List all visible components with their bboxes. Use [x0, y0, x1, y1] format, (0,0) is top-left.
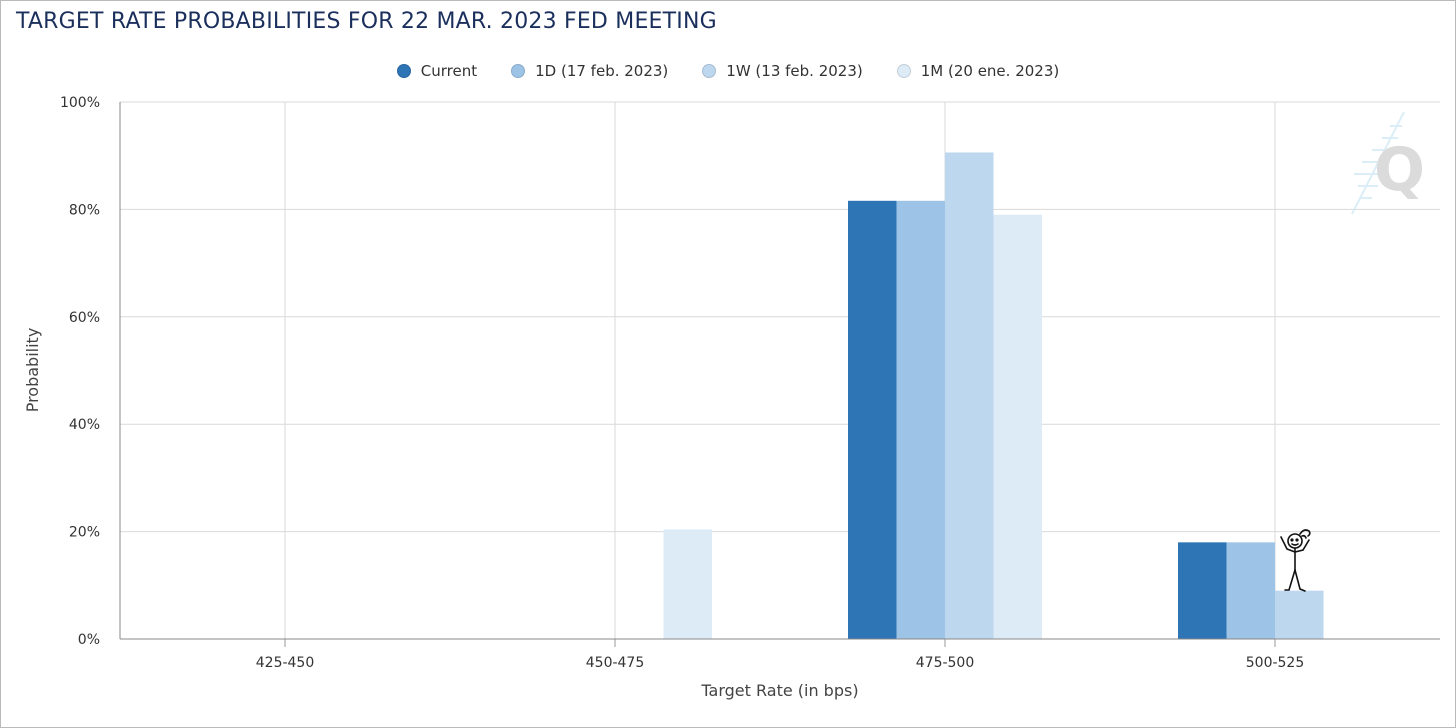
- y-axis-title: Probability: [23, 328, 42, 413]
- bar-500-525-series-1[interactable]: [1226, 542, 1276, 639]
- x-tick-label: 450-475: [586, 655, 645, 671]
- x-tick-label: 475-500: [916, 655, 975, 671]
- bar-500-525-series-2[interactable]: [1275, 590, 1324, 639]
- bar-475-500-series-3[interactable]: [993, 214, 1043, 639]
- bar-475-500-series-2[interactable]: [945, 152, 994, 639]
- x-tick-label: 425-450: [256, 655, 315, 671]
- legend-label: 1W (13 feb. 2023): [726, 62, 863, 80]
- chart-title: TARGET RATE PROBABILITIES FOR 22 MAR. 20…: [16, 9, 717, 34]
- chart-legend: Current 1D (17 feb. 2023) 1W (13 feb. 2023…: [0, 62, 1456, 80]
- watermark-letter: Q: [1374, 135, 1425, 205]
- x-tick-label: 500-525: [1246, 655, 1305, 671]
- legend-item-3[interactable]: 1M (20 ene. 2023): [896, 62, 1060, 80]
- legend-item-2[interactable]: 1W (13 feb. 2023): [702, 62, 863, 80]
- stick-figure-doodle-icon: [1280, 529, 1311, 592]
- legend-swatch: [702, 64, 717, 78]
- bar-475-500-series-1[interactable]: [896, 200, 946, 640]
- legend-swatch: [396, 64, 411, 78]
- y-tick-label: 20%: [69, 525, 100, 541]
- legend-label: 1D (17 feb. 2023): [535, 62, 669, 80]
- quikstrike-logo-icon: Q: [1351, 111, 1425, 215]
- legend-swatch: [511, 64, 526, 78]
- y-tick-label: 40%: [69, 417, 100, 433]
- bar-450-475-series-3[interactable]: [663, 529, 713, 639]
- legend-item-1[interactable]: 1D (17 feb. 2023): [511, 62, 668, 80]
- legend-item-0[interactable]: Current: [396, 62, 478, 80]
- tick-labels: 0% 20% 40% 60% 80% 100% 425-450 450-475 475-500 5…: [23, 95, 1304, 700]
- legend-label: 1M (20 ene. 2023): [920, 62, 1060, 80]
- axes: [119, 102, 1440, 647]
- bar-500-525-series-0[interactable]: [1178, 542, 1227, 639]
- legend-label: Current: [420, 62, 478, 80]
- y-tick-label: 80%: [69, 202, 100, 218]
- y-tick-label: 0%: [78, 632, 100, 648]
- bar-475-500-series-0[interactable]: [848, 200, 897, 640]
- y-tick-label: 100%: [60, 95, 100, 111]
- y-tick-label: 60%: [69, 310, 100, 326]
- bars: [663, 152, 1324, 640]
- legend-swatch: [896, 64, 911, 78]
- x-axis-title: Target Rate (in bps): [700, 681, 858, 700]
